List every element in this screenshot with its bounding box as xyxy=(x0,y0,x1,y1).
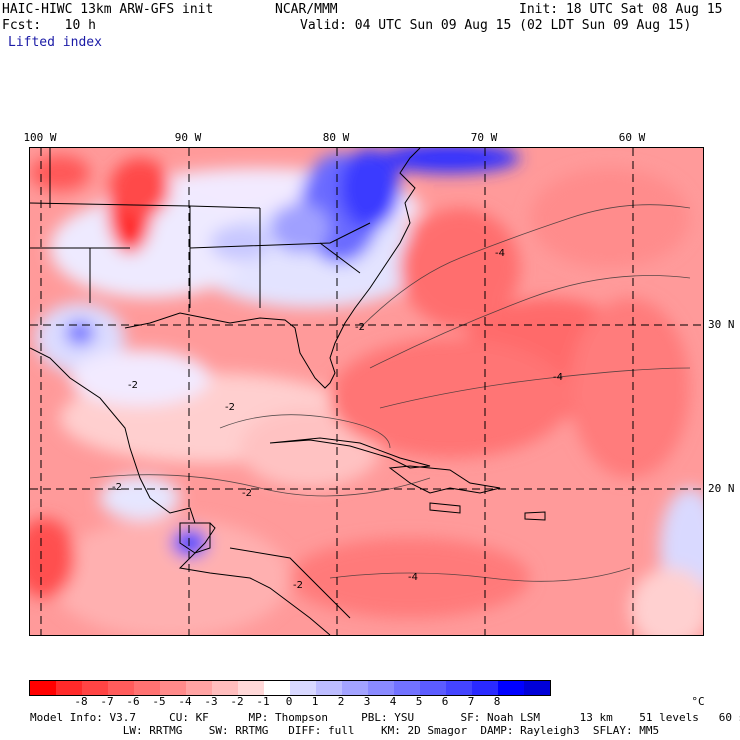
contour-label: -2 xyxy=(112,482,122,493)
colorbar-tick-label: 6 xyxy=(441,695,449,708)
contour-label: -4 xyxy=(495,248,505,259)
colorbar-tick-label: -7 xyxy=(100,695,114,708)
colorbar-swatch xyxy=(108,681,134,695)
contour-label: -2 xyxy=(128,380,138,391)
colorbar-swatch xyxy=(212,681,238,695)
lon-label-100w: 100 W xyxy=(23,131,57,144)
lifted-index-map: -2 -4 -2 -4 -2 -2 -4 -2 -2 xyxy=(29,147,704,636)
colorbar xyxy=(29,680,551,696)
lon-label-70w: 70 W xyxy=(470,131,498,144)
colorbar-swatch xyxy=(368,681,394,695)
colorbar-swatch xyxy=(30,681,56,695)
colorbar-swatch xyxy=(82,681,108,695)
lon-label-90w: 90 W xyxy=(174,131,202,144)
colorbar-tick-label: 2 xyxy=(337,695,345,708)
map-canvas: -2 -4 -2 -4 -2 -2 -4 -2 -2 xyxy=(30,148,703,635)
colorbar-tick-label: 8 xyxy=(493,695,501,708)
colorbar-swatch xyxy=(56,681,82,695)
colorbar-tick-label: -4 xyxy=(178,695,192,708)
model-title: HAIC-HIWC 13km ARW-GFS init xyxy=(2,2,214,17)
field-shading xyxy=(30,148,703,635)
colorbar-swatch xyxy=(498,681,524,695)
contour-label: -4 xyxy=(553,372,563,383)
colorbar-tick-label: -6 xyxy=(126,695,140,708)
coastlines xyxy=(30,148,546,635)
colorbar-swatch xyxy=(472,681,498,695)
colorbar-swatch xyxy=(524,681,550,695)
colorbar-swatch xyxy=(290,681,316,695)
colorbar-tick-label: -2 xyxy=(230,695,244,708)
contour-label: -2 xyxy=(355,322,365,333)
valid-time: Valid: 04 UTC Sun 09 Aug 15 (02 LDT Sun … xyxy=(300,18,692,33)
colorbar-swatch xyxy=(238,681,264,695)
colorbar-unit: °C xyxy=(691,695,705,708)
lat-lon-grid xyxy=(30,148,703,635)
colorbar-tick-label: 1 xyxy=(311,695,319,708)
colorbar-swatch xyxy=(446,681,472,695)
colorbar-tick-label: -1 xyxy=(256,695,270,708)
forecast-hour: Fcst: 10 h xyxy=(2,18,96,33)
colorbar-swatch xyxy=(394,681,420,695)
contour-label: -2 xyxy=(225,402,235,413)
contour-label-group: -2 -4 -2 -4 -2 -2 -4 -2 -2 xyxy=(112,248,563,591)
lat-label-20n: 20 N xyxy=(708,482,735,495)
colorbar-swatch xyxy=(186,681,212,695)
contour-label: -2 xyxy=(242,488,252,499)
colorbar-swatch xyxy=(316,681,342,695)
model-info-line1: Model Info: V3.7 CU: KF MP: Thompson PBL… xyxy=(30,711,740,724)
colorbar-tick-label: 7 xyxy=(467,695,475,708)
contour-lines xyxy=(89,204,691,582)
colorbar-swatch xyxy=(160,681,186,695)
colorbar-tick-label: -5 xyxy=(152,695,166,708)
colorbar-tick-label: 5 xyxy=(415,695,423,708)
model-info-line2: LW: RRTMG SW: RRTMG DIFF: full KM: 2D Sm… xyxy=(30,724,660,737)
colorbar-swatch xyxy=(420,681,446,695)
lon-label-60w: 60 W xyxy=(618,131,646,144)
contour-label: -4 xyxy=(408,572,418,583)
colorbar-tick-label: 0 xyxy=(285,695,293,708)
colorbar-tick-label: -8 xyxy=(74,695,88,708)
colorbar-swatch xyxy=(264,681,290,695)
colorbar-swatch xyxy=(342,681,368,695)
lon-label-80w: 80 W xyxy=(322,131,350,144)
lat-label-30n: 30 N xyxy=(708,318,735,331)
contour-label: -2 xyxy=(293,580,303,591)
colorbar-swatch xyxy=(134,681,160,695)
colorbar-tick-label: 4 xyxy=(389,695,397,708)
field-name: Lifted index xyxy=(8,35,102,50)
init-time: Init: 18 UTC Sat 08 Aug 15 xyxy=(519,2,723,17)
colorbar-tick-label: -3 xyxy=(204,695,218,708)
org-label: NCAR/MMM xyxy=(275,2,338,17)
colorbar-tick-label: 3 xyxy=(363,695,371,708)
